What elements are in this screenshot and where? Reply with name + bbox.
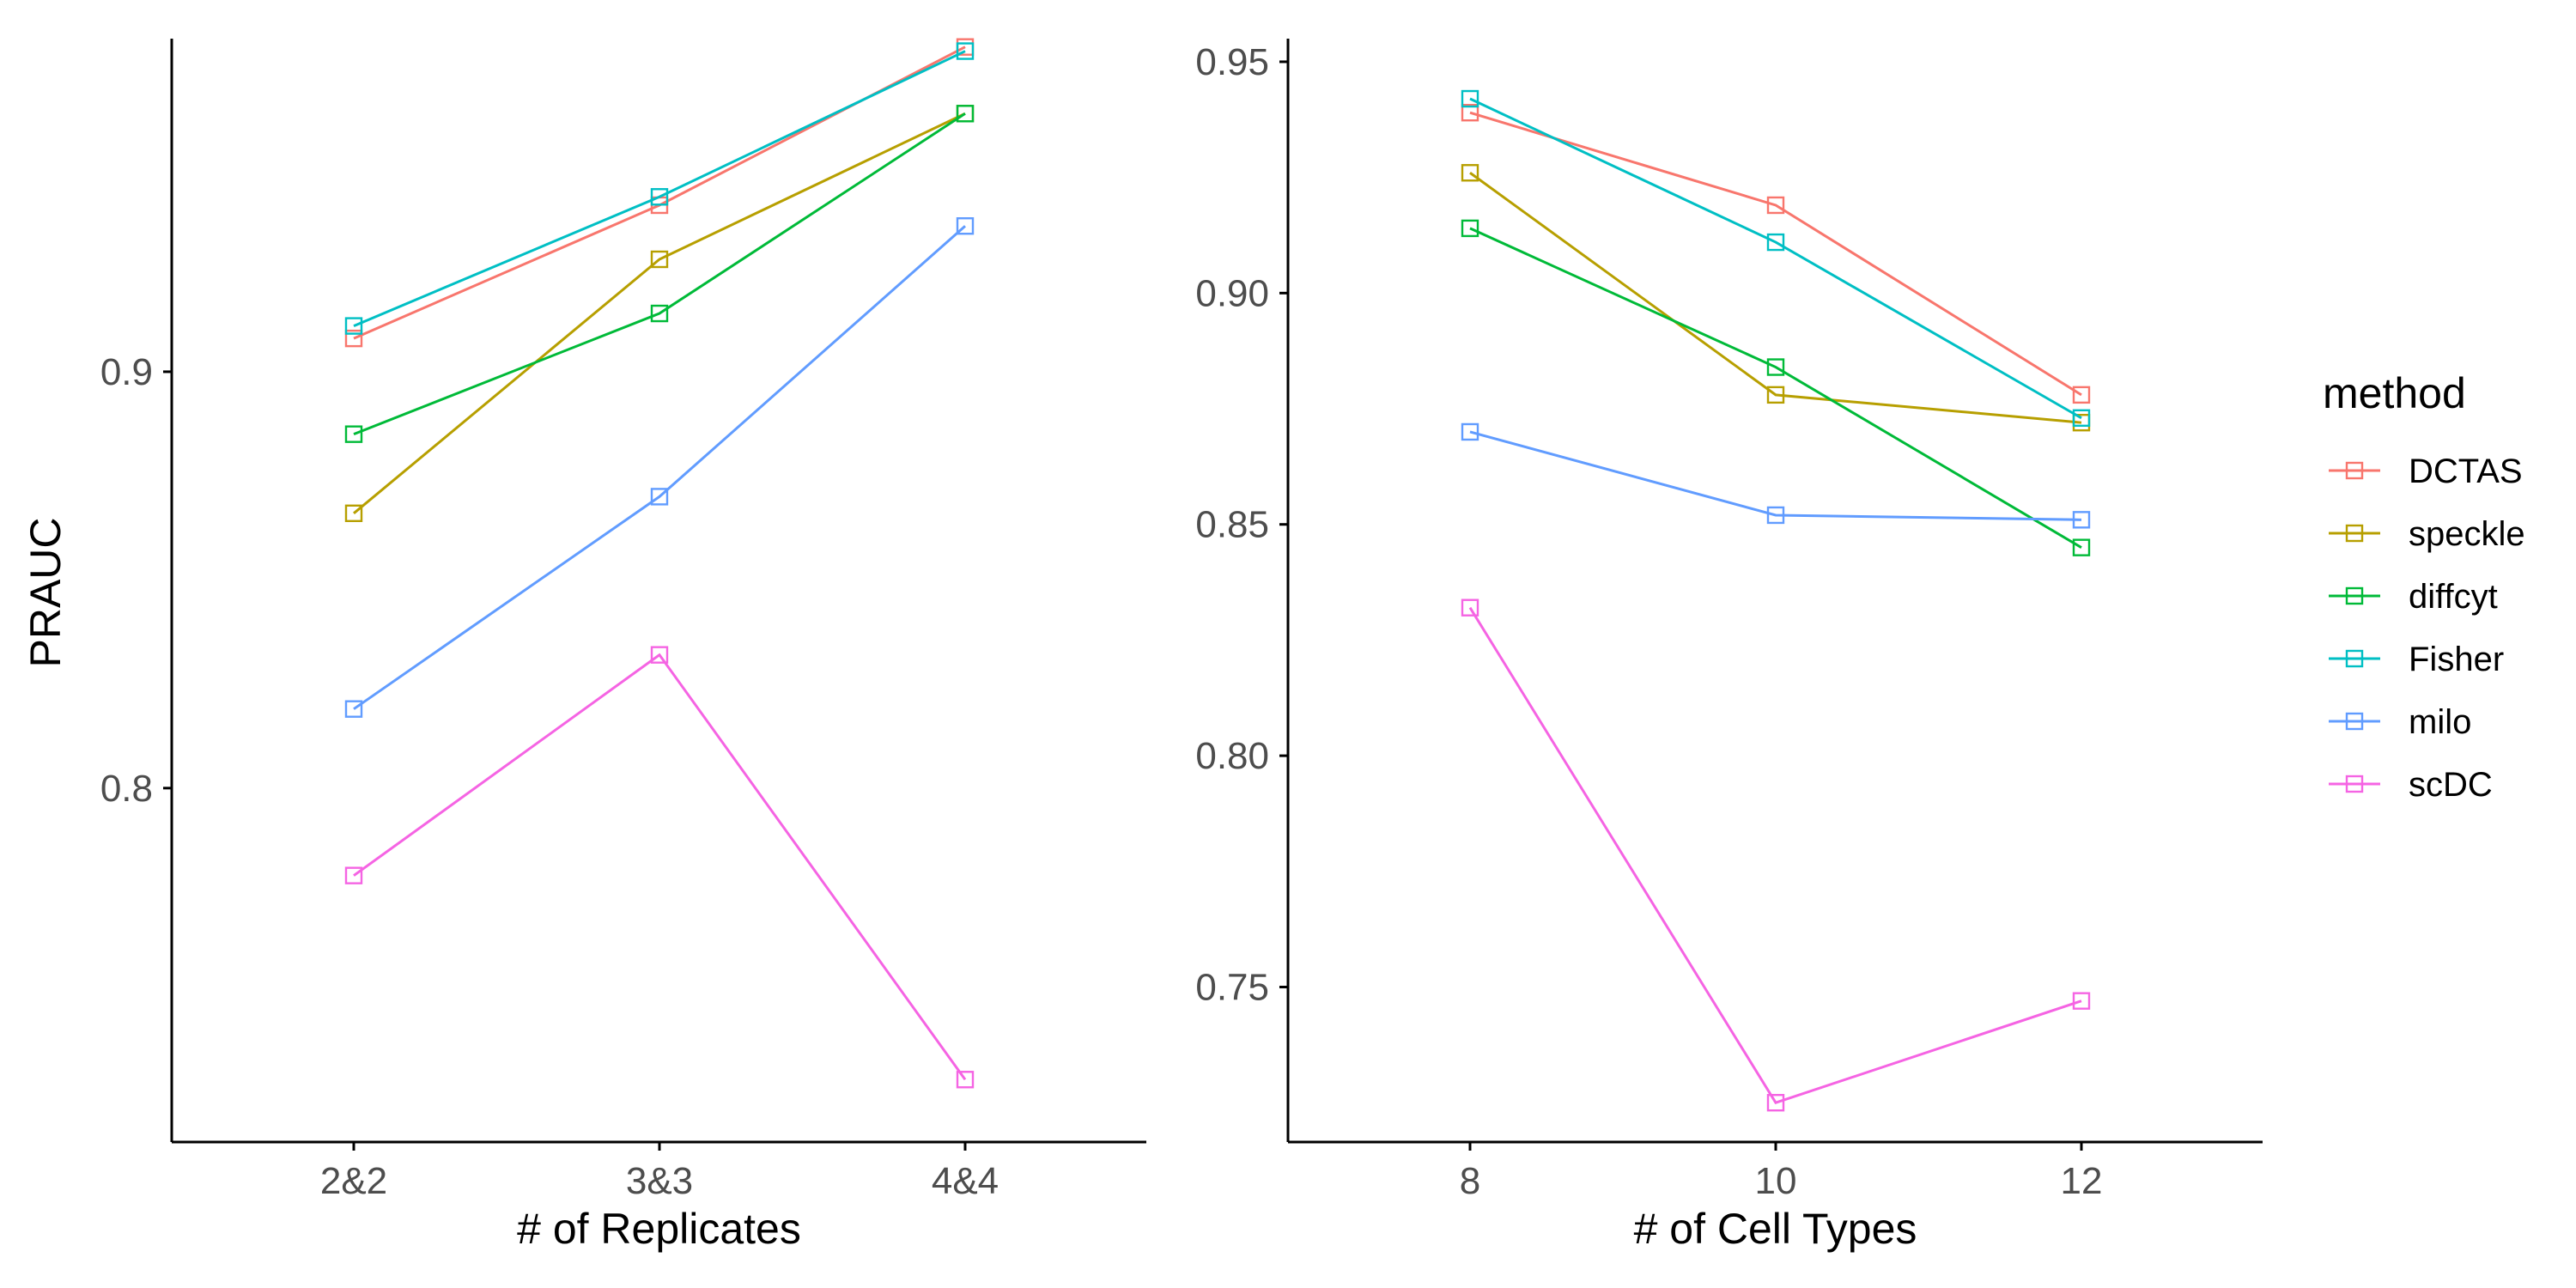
- legend-title: method: [2323, 369, 2466, 417]
- legend-diffcyt-key-marker: [2345, 586, 2364, 605]
- cell-types-y-tick-label: 0.75: [1195, 967, 1269, 1009]
- replicates-x-tick-label: 2&2: [320, 1160, 387, 1202]
- replicates-x-tick-label: 4&4: [932, 1160, 999, 1202]
- method-legend: method DCTAS speckle diffcyt Fisher milo scDC: [2323, 369, 2525, 804]
- replicates-y-tick-label: 0.9: [100, 351, 153, 393]
- replicates-diffcyt-point: [344, 425, 363, 443]
- cell-types-x-tick-label: 10: [1755, 1160, 1797, 1202]
- cell-types-x-tick-label: 8: [1460, 1160, 1480, 1202]
- cell-types-diffcyt-point: [1461, 219, 1479, 238]
- replicates-fisher-point: [344, 317, 363, 335]
- replicates-diffcyt-point: [956, 105, 975, 123]
- replicates-panel: 0.8 0.9 2&2 3&3 4&4 # of Replicates PRAUC: [21, 38, 1146, 1253]
- legend-dctas-label: DCTAS: [2409, 453, 2523, 490]
- cell-types-fisher-line: [1469, 97, 2082, 420]
- legend-fisher-label: Fisher: [2409, 641, 2504, 678]
- legend-dctas-key-marker: [2345, 461, 2364, 480]
- cell-types-fisher-point: [1461, 89, 1479, 108]
- replicates-speckle-point: [344, 504, 363, 522]
- cell-types-milo-point: [2072, 511, 2091, 529]
- replicates-dctas-point: [344, 329, 363, 348]
- legend-milo-label: milo: [2409, 703, 2471, 741]
- legend-scdc-label: scDC: [2409, 766, 2493, 804]
- cell-types-speckle-line: [1469, 172, 2082, 424]
- cell-types-milo-line: [1469, 430, 2082, 521]
- legend-fisher-key-marker: [2345, 649, 2364, 668]
- cell-types-scdc-line: [1468, 606, 2082, 1105]
- cell-types-fisher-point: [1766, 233, 1785, 252]
- cell-types-panel: 0.75 0.80 0.85 0.90 0.95 8 10 12 # of Cell Types: [1195, 39, 2263, 1253]
- replicates-scdc-point: [956, 1071, 975, 1089]
- replicates-dctas-line: [353, 46, 966, 340]
- legend-speckle-label: speckle: [2409, 515, 2525, 553]
- cell-types-speckle-point: [1766, 386, 1785, 404]
- cell-types-y-tick-label: 0.85: [1195, 504, 1269, 546]
- cell-types-y-tick-label: 0.95: [1195, 41, 1269, 83]
- replicates-milo-point: [344, 700, 363, 718]
- replicates-speckle-line: [353, 112, 966, 514]
- cell-types-scdc-point: [1766, 1094, 1785, 1112]
- replicates-scdc-point: [650, 646, 669, 664]
- replicates-y-axis-title: PRAUC: [21, 517, 70, 667]
- cell-types-diffcyt-point: [1766, 358, 1785, 376]
- cell-types-milo-point: [1461, 422, 1479, 441]
- replicates-milo-line: [353, 225, 966, 710]
- cell-types-dctas-point: [1461, 104, 1479, 122]
- replicates-fisher-line: [353, 50, 966, 327]
- cell-types-dctas-point: [2072, 386, 2091, 404]
- cell-types-diffcyt-point: [2072, 538, 2091, 556]
- cell-types-diffcyt-line: [1469, 227, 2082, 549]
- cell-types-milo-point: [1766, 506, 1785, 525]
- replicates-milo-point: [650, 488, 669, 506]
- cell-types-speckle-point: [1461, 164, 1479, 182]
- legend-diffcyt-label: diffcyt: [2409, 578, 2498, 616]
- cell-types-y-tick-label: 0.80: [1195, 735, 1269, 777]
- replicates-fisher-point: [650, 188, 669, 206]
- cell-types-x-tick-label: 12: [2061, 1160, 2103, 1202]
- replicates-diffcyt-line: [353, 112, 966, 436]
- replicates-speckle-point: [650, 250, 669, 269]
- cell-types-dctas-line: [1469, 111, 2082, 397]
- replicates-scdc-point: [344, 866, 363, 884]
- replicates-milo-point: [956, 217, 975, 235]
- replicates-x-tick-label: 3&3: [626, 1160, 693, 1202]
- replicates-diffcyt-point: [650, 304, 669, 323]
- replicates-scdc-line: [353, 653, 967, 1081]
- cell-types-y-tick-label: 0.90: [1195, 272, 1269, 314]
- legend-scdc-key-marker: [2345, 775, 2364, 793]
- legend-milo-key-marker: [2345, 712, 2364, 731]
- cell-types-dctas-point: [1766, 196, 1785, 215]
- replicates-fisher-point: [956, 42, 975, 60]
- cell-types-x-axis-title: # of Cell Types: [1634, 1205, 1917, 1253]
- replicates-y-tick-label: 0.8: [100, 768, 153, 810]
- cell-types-fisher-point: [2072, 409, 2091, 428]
- cell-types-scdc-point: [1461, 598, 1479, 617]
- replicates-x-axis-title: # of Replicates: [517, 1205, 801, 1253]
- legend-speckle-key-marker: [2345, 524, 2364, 543]
- cell-types-scdc-point: [2072, 992, 2091, 1010]
